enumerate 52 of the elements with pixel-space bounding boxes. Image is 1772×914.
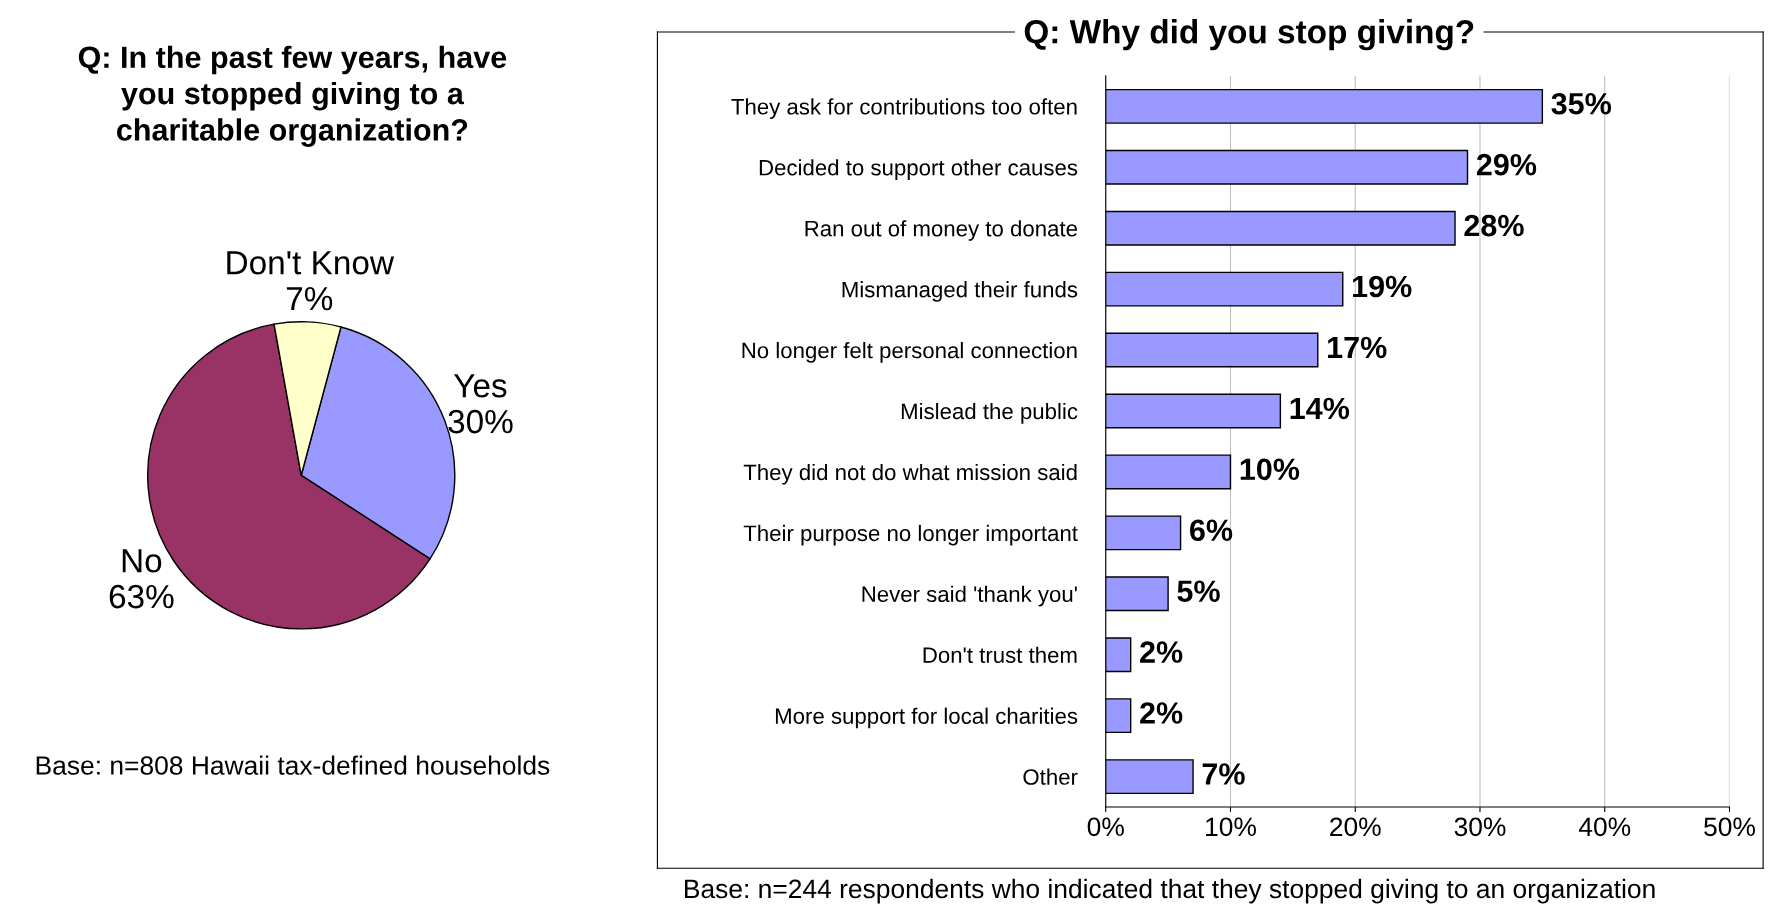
y-tick-label: Mismanaged their funds (842, 281, 1078, 302)
data-label: 28% (1464, 214, 1524, 237)
bar (1105, 515, 1182, 551)
bar (1105, 210, 1456, 246)
y-tick-label: Other (1023, 768, 1078, 785)
y-tick-label: Mislead the public (901, 402, 1078, 424)
x-tick-label: 0% (1087, 817, 1124, 837)
y-tick-label: They ask for contributions too often (731, 98, 1077, 119)
chart-title: Q: Why did you stop giving? (1024, 19, 1474, 51)
y-tick-label: Decided to support other causes (759, 159, 1078, 180)
data-label: 14% (1290, 397, 1350, 420)
x-tick-label: 20% (1330, 817, 1381, 837)
data-label: 19% (1353, 275, 1412, 298)
data-label: 63% (109, 584, 174, 609)
y-tick-label: Ran out of money to donate (805, 220, 1077, 241)
y-tick-label: Don't trust them (923, 646, 1077, 663)
bar (1105, 271, 1344, 307)
data-label: 29% (1476, 153, 1537, 176)
data-label: 6% (1190, 519, 1233, 542)
bar (1105, 576, 1169, 612)
bar (1105, 698, 1132, 734)
y-tick-label: No longer felt personal connection (742, 342, 1077, 363)
bar (1105, 637, 1132, 673)
data-label: 2% (1140, 702, 1183, 724)
text: Base: n=244 respondents who indicated that they stopped giving to an organization (685, 878, 1655, 904)
data-label: 7% (1202, 763, 1245, 785)
y-tick-label: Never said 'thank you' (862, 585, 1077, 607)
data-label: 17% (1328, 336, 1387, 359)
data-label: 30% (448, 409, 513, 434)
slice-label: No (122, 549, 162, 573)
slice-label: Don't Know (227, 251, 395, 275)
bar (1105, 393, 1282, 429)
data-label: 35% (1551, 92, 1612, 115)
x-tick-label: 10% (1206, 817, 1256, 837)
y-tick-label: Their purpose no longer important (743, 524, 1078, 546)
bar (1105, 759, 1194, 795)
data-label: 7% (286, 286, 333, 311)
bar (1105, 149, 1469, 185)
data-label: 5% (1177, 580, 1220, 602)
bar (1105, 332, 1319, 368)
x-tick-label: 40% (1578, 817, 1631, 837)
y-tick-label: More support for local charities (775, 707, 1078, 729)
data-label: 2% (1140, 641, 1183, 663)
data-label: 10% (1240, 458, 1300, 481)
y-tick-label: They did not do what mission said (743, 463, 1077, 485)
chart-title: Q: In the past few years, have you stopped giving to a charitable organization? (78, 45, 507, 147)
text: Base: n=808 Hawaii tax-defined households (36, 755, 550, 775)
bar (1105, 454, 1232, 490)
x-tick-label: 30% (1454, 817, 1506, 837)
slice-label: Yes (453, 374, 507, 398)
bar (1105, 88, 1544, 124)
x-tick-label: 50% (1704, 817, 1755, 837)
